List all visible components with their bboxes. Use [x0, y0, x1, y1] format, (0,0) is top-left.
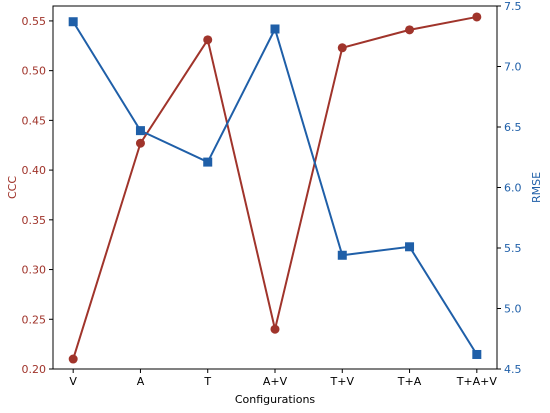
x-tick-label: A+V	[263, 375, 288, 388]
right-y-tick-label: 5.5	[504, 242, 522, 255]
left-y-tick-label: 0.55	[22, 15, 47, 28]
right-y-tick-label: 6.0	[504, 182, 522, 195]
left-y-tick-label: 0.40	[22, 164, 47, 177]
rmse-point	[472, 349, 482, 359]
rmse-point	[405, 242, 415, 252]
ccc-point	[337, 43, 347, 53]
right-y-tick-label: 7.5	[504, 0, 522, 13]
ccc-point	[68, 354, 78, 364]
x-tick-label: T+A	[397, 375, 422, 388]
rmse-point	[203, 157, 213, 167]
rmse-point	[68, 17, 78, 27]
ccc-point	[135, 138, 145, 148]
x-axis-label: Configurations	[235, 393, 316, 406]
ccc-point	[270, 324, 280, 334]
plot-frame	[52, 5, 498, 370]
left-y-tick-label: 0.45	[22, 114, 47, 127]
right-y-axis-label: RMSE	[530, 172, 543, 203]
left-y-tick-label: 0.35	[22, 214, 47, 227]
ccc-point	[472, 12, 482, 22]
rmse-series-line	[72, 21, 478, 356]
x-tick-label: T+A+V	[456, 375, 498, 388]
right-y-axis: 4.5 5.0 5.5 6.0 6.5 7.0 7.5	[497, 0, 522, 376]
right-y-tick-label: 4.5	[504, 363, 522, 376]
x-tick-label: V	[69, 375, 77, 388]
right-y-tick-label: 6.5	[504, 121, 522, 134]
right-y-tick-label: 5.0	[504, 303, 522, 316]
x-tick-label: A	[137, 375, 145, 388]
x-tick-label: T+V	[330, 375, 355, 388]
plot-marks	[68, 12, 482, 364]
ccc-point	[203, 35, 213, 45]
left-y-tick-label: 0.50	[22, 65, 47, 78]
right-y-tick-label: 7.0	[504, 61, 522, 74]
rmse-point	[270, 24, 280, 34]
x-axis: V A T A+V T+V T+A T+A+V	[69, 369, 497, 388]
ccc-point	[405, 25, 415, 35]
rmse-point	[337, 250, 347, 260]
ccc-series-line	[72, 15, 478, 360]
left-y-tick-label: 0.20	[22, 363, 47, 376]
left-y-axis: 0.20 0.25 0.30 0.35 0.40 0.45 0.50 0.55	[22, 15, 53, 376]
left-y-axis-label: CCC	[6, 176, 19, 199]
left-y-tick-label: 0.25	[22, 313, 47, 326]
left-y-tick-label: 0.30	[22, 264, 47, 277]
rmse-point	[135, 126, 145, 136]
x-tick-label: T	[203, 375, 211, 388]
